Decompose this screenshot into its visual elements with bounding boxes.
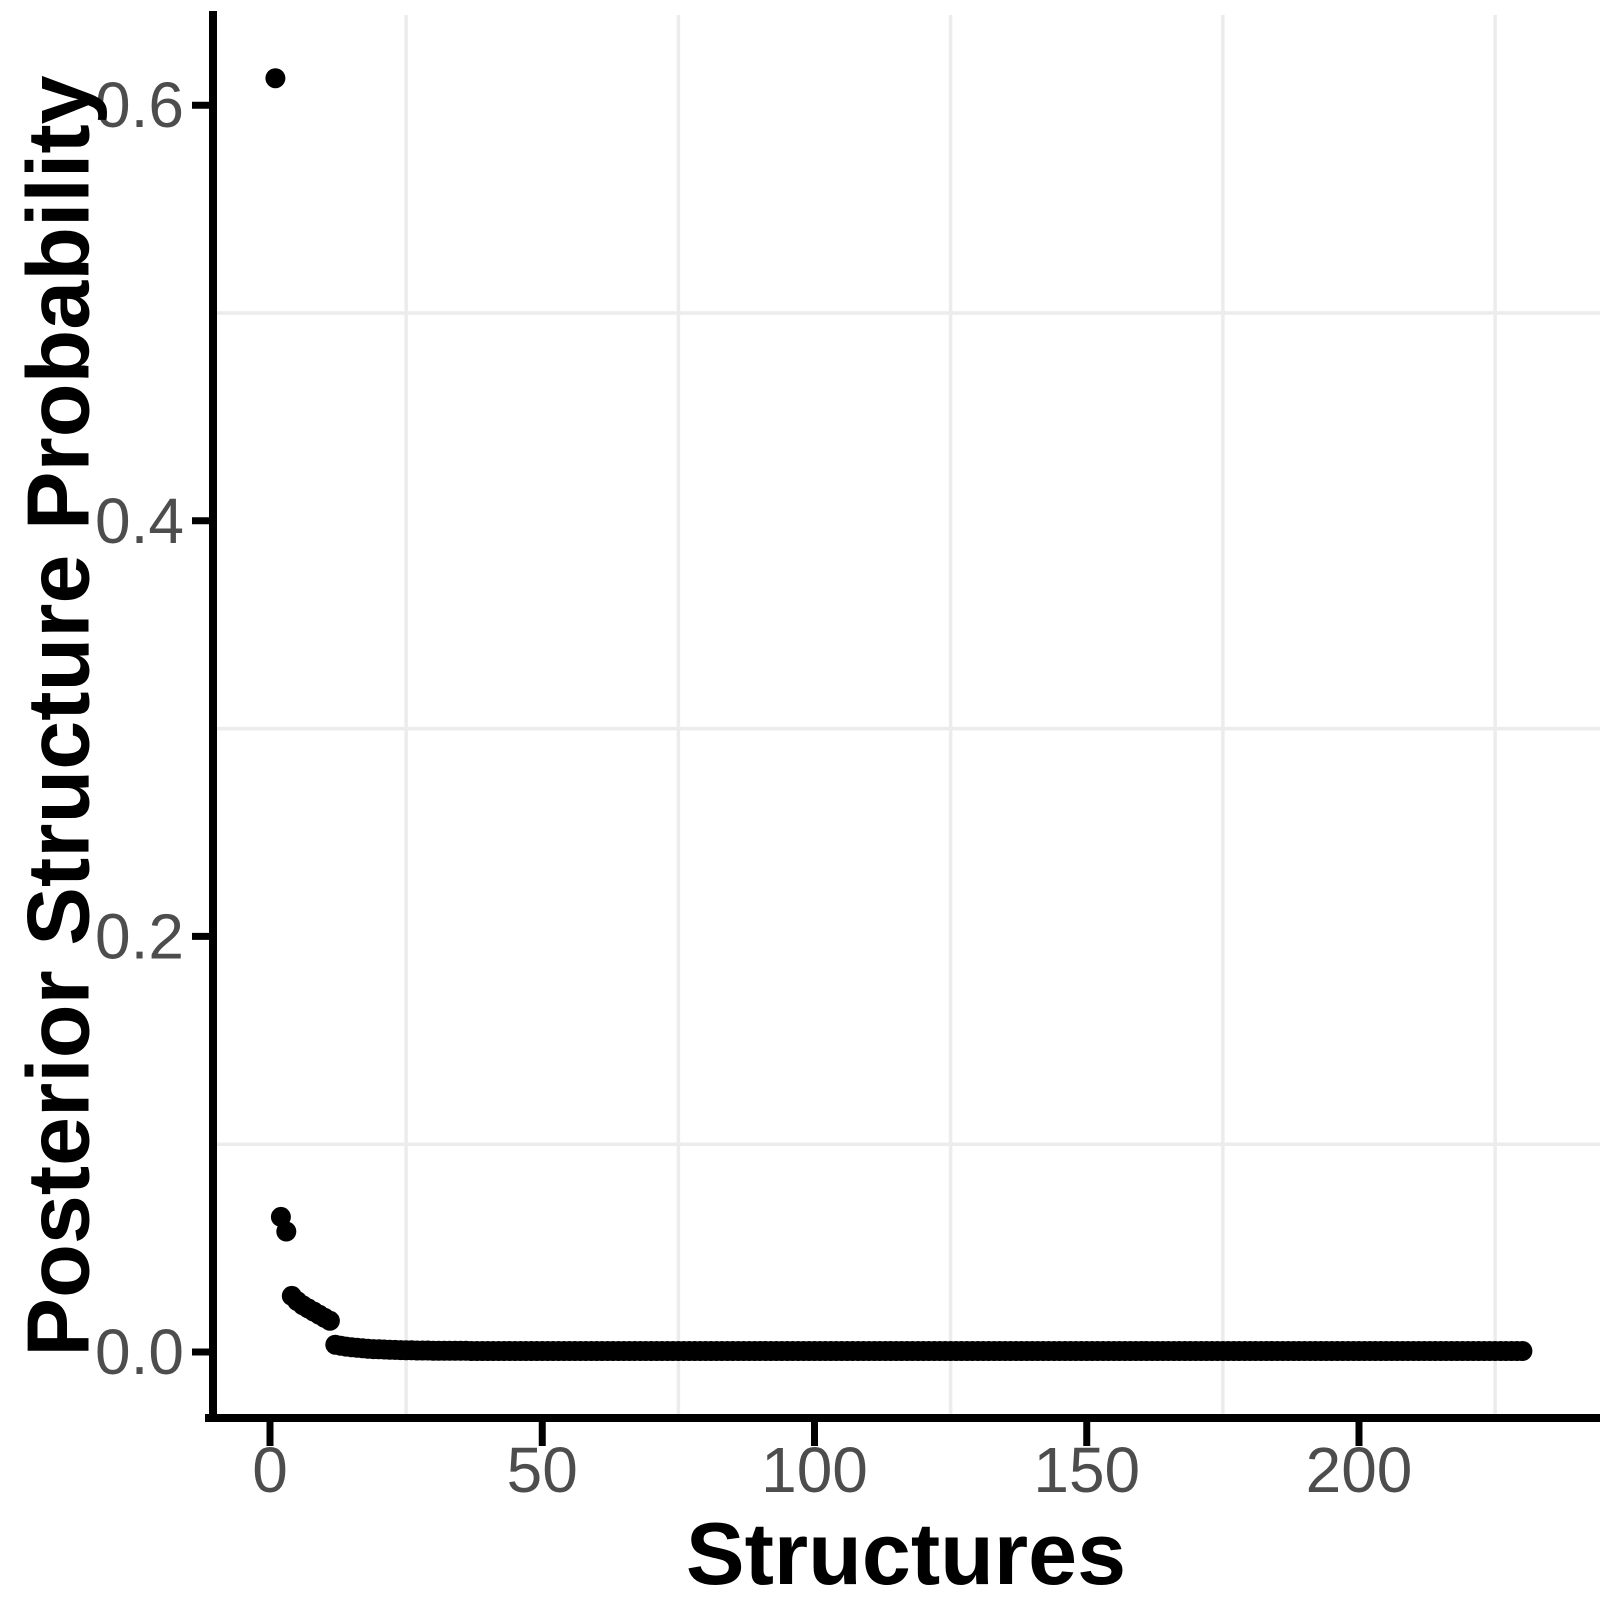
data-point [265,68,286,89]
data-point [1512,1341,1533,1361]
y-axis-title: Posterior Structure Probability [9,75,108,1356]
x-tick-label: 200 [1306,1434,1413,1506]
y-tick-label: 0.6 [95,69,184,141]
x-tick-label: 100 [761,1434,868,1506]
y-tick-label: 0.2 [95,900,184,972]
y-tick-label: 0.0 [95,1316,184,1388]
x-tick-label: 150 [1033,1434,1140,1506]
gridlines [217,15,1600,1414]
data-point [276,1221,297,1242]
tick-labels: 0 50 100 150 200 0.0 0.2 0.4 0.6 [95,69,1412,1506]
x-axis-title: Structures [686,1504,1126,1600]
data-points [265,68,1533,1361]
tick-marks [192,101,1363,1446]
data-point [319,1310,340,1331]
x-tick-label: 50 [507,1434,578,1506]
axes [205,11,1600,1422]
y-tick-label: 0.4 [95,485,184,557]
x-tick-label: 0 [252,1434,288,1506]
